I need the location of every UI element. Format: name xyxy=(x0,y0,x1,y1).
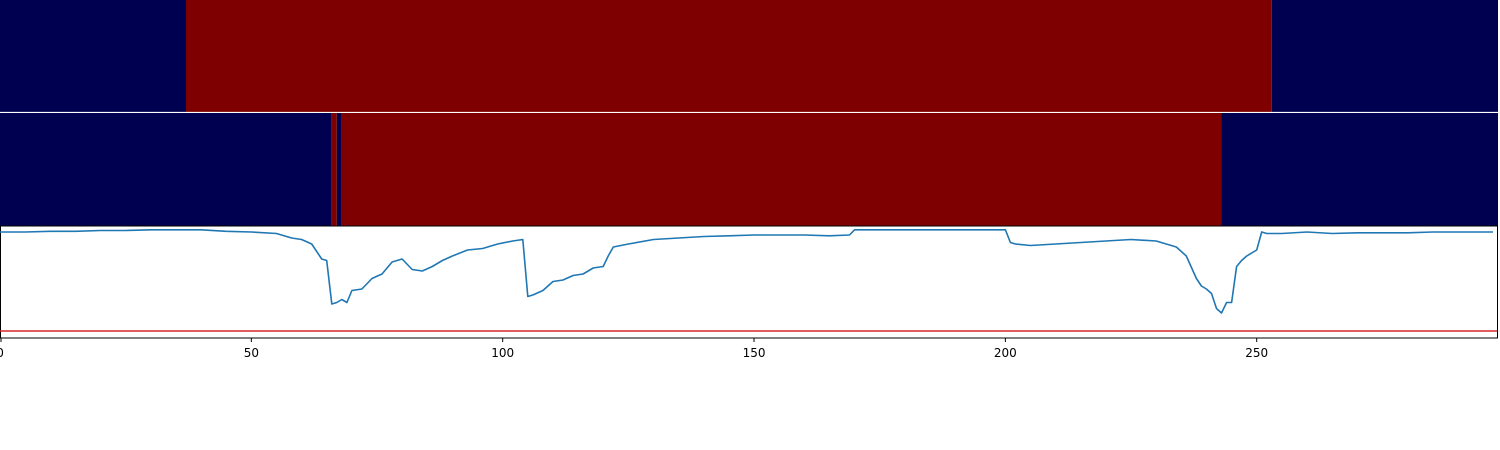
x-tick-label-50: 50 xyxy=(244,346,259,360)
middle-state-strip xyxy=(0,113,1498,226)
plot-frame xyxy=(0,225,1498,339)
x-tick-label-150: 150 xyxy=(743,346,766,360)
signal-plot-area xyxy=(0,225,1498,339)
middle-strip-segment-1 xyxy=(331,113,337,226)
top-strip-segment-2 xyxy=(1271,0,1498,113)
middle-strip-segment-2 xyxy=(336,113,342,226)
middle-strip-segment-4 xyxy=(1221,113,1498,226)
middle-strip-segment-0 xyxy=(0,113,332,226)
top-strip-segment-0 xyxy=(0,0,186,113)
top-strip-segment-1 xyxy=(185,0,1272,113)
x-tick-label-250: 250 xyxy=(1245,346,1268,360)
x-tick-label-100: 100 xyxy=(491,346,514,360)
signal-series-line xyxy=(0,229,1493,314)
middle-strip-segment-3 xyxy=(341,113,1222,226)
x-axis: 0 50 100 150 200 250 xyxy=(0,338,1268,360)
x-tick-label-200: 200 xyxy=(994,346,1017,360)
top-state-strip xyxy=(0,0,1498,113)
x-tick-label-0: 0 xyxy=(0,346,4,360)
